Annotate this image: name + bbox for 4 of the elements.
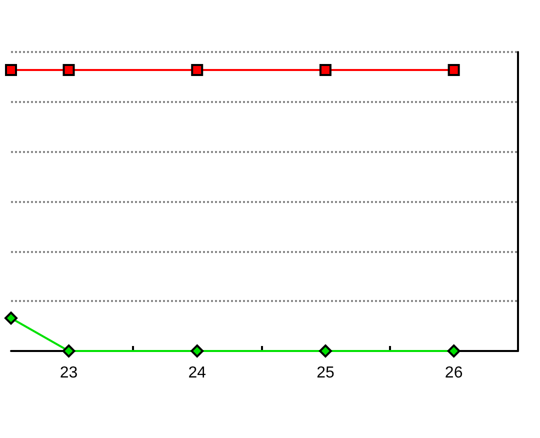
x-tick-label: 23 bbox=[60, 364, 78, 382]
x-tick-label: 25 bbox=[316, 364, 334, 382]
x-tick-label: 24 bbox=[188, 364, 206, 382]
x-tick-label: 26 bbox=[444, 364, 463, 382]
